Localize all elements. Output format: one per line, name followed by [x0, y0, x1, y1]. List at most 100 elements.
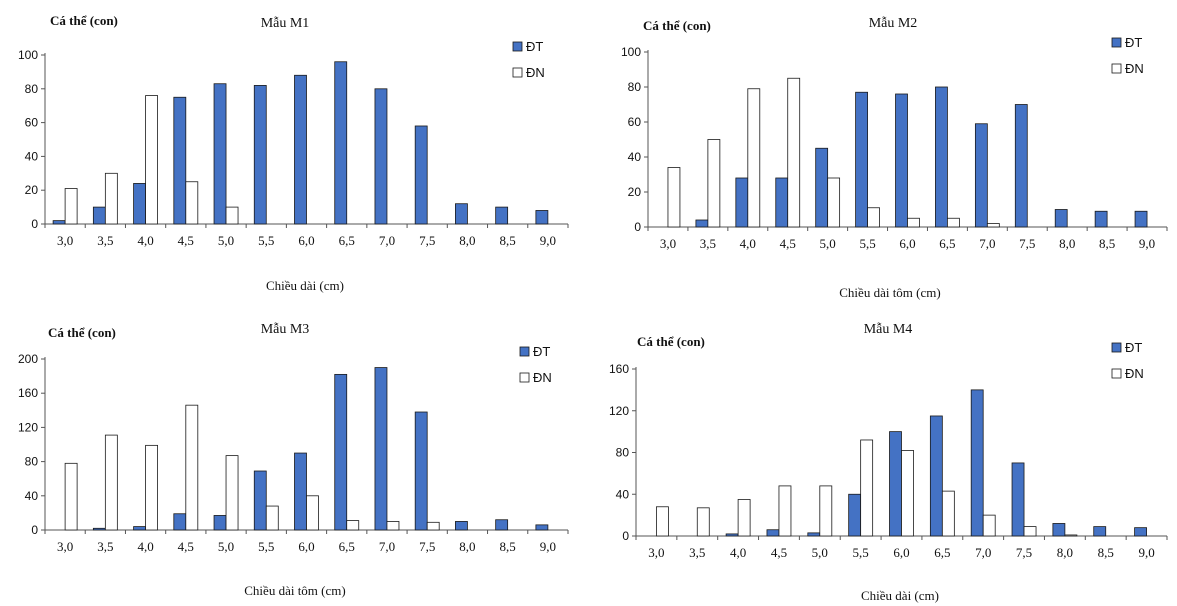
legend-swatch	[1111, 63, 1122, 74]
x-tick-label: 6,5	[939, 236, 955, 251]
x-tick-label: 4,5	[178, 539, 194, 554]
x-tick-label: 5,5	[853, 545, 869, 560]
x-tick-label: 3,5	[97, 233, 113, 248]
y-tick-label: 80	[628, 80, 642, 94]
x-tick-label: 7,5	[1016, 545, 1032, 560]
bar-dn	[656, 506, 669, 537]
bar-dn	[265, 505, 279, 531]
bar-dt	[1093, 526, 1107, 537]
x-tick-label: 8,0	[1059, 236, 1075, 251]
bar-dt	[52, 220, 66, 225]
x-tick-label: 8,0	[459, 539, 475, 554]
x-tick-label: 8,5	[1098, 545, 1114, 560]
bar-dn	[145, 444, 158, 531]
y-tick-label: 80	[25, 455, 39, 469]
bar-dn	[982, 514, 996, 537]
bar-dn	[947, 217, 960, 228]
bar-dt	[848, 493, 862, 537]
chart-title: Mẫu M2	[869, 16, 918, 31]
bar-dn	[306, 495, 319, 531]
bar-dt	[725, 533, 739, 537]
bar-dn	[225, 455, 239, 531]
x-tick-label: 5,5	[859, 236, 875, 251]
bar-dn	[986, 223, 1000, 228]
legend-label: ĐN	[526, 65, 545, 80]
chart-title: Mẫu M4	[864, 322, 913, 337]
y-tick-label: 20	[25, 183, 39, 197]
x-axis-label: Chiều dài (cm)	[266, 278, 344, 293]
x-tick-label: 9,0	[1139, 236, 1155, 251]
x-tick-label: 8,5	[1099, 236, 1115, 251]
bar-dt	[133, 183, 146, 225]
panel-m4: Mẫu M4 Cá thể (con) Chiều dài (cm) 0 40 80…	[609, 322, 1168, 603]
bar-dn	[185, 404, 199, 531]
bar-dt	[1011, 462, 1025, 537]
bar-dt	[935, 86, 948, 228]
legend: ĐT ĐN	[512, 39, 545, 80]
bar-dn	[787, 77, 801, 228]
y-tick-label: 120	[18, 420, 38, 434]
bar-dt	[695, 219, 709, 228]
bar-dn	[819, 485, 833, 537]
bar-dn	[64, 462, 78, 531]
y-tick-label: 60	[628, 115, 642, 129]
y-tick-label: 100	[621, 45, 641, 59]
x-tick-label: 3,0	[648, 545, 664, 560]
x-tick-label: 9,0	[540, 233, 556, 248]
bar-dt	[253, 470, 267, 531]
legend: ĐT ĐN	[1111, 35, 1144, 76]
x-tick-label: 6,5	[339, 233, 355, 248]
bar-dt	[455, 203, 468, 225]
legend-label: ĐN	[1125, 61, 1144, 76]
x-tick-label: 7,5	[419, 539, 435, 554]
bar-dt	[213, 83, 227, 225]
x-tick-label: 3,5	[97, 539, 113, 554]
x-tick-label: 6,0	[893, 545, 909, 560]
bar-dt	[895, 93, 908, 228]
y-tick-label: 0	[31, 523, 38, 537]
y-axis-label: Cá thể (con)	[48, 325, 116, 340]
bar-dn	[426, 521, 440, 531]
x-tick-label: 4,0	[137, 233, 153, 248]
x-tick-label: 7,5	[1019, 236, 1035, 251]
x-tick-label: 7,0	[979, 236, 995, 251]
x-tick-label: 5,0	[812, 545, 828, 560]
bar-dn	[145, 95, 158, 225]
y-axis-label: Cá thể (con)	[50, 13, 118, 28]
bar-dt	[889, 431, 902, 537]
bar-dt	[173, 513, 187, 531]
x-tick-label: 8,0	[1057, 545, 1073, 560]
bar-dt	[253, 85, 267, 225]
x-tick-label: 6,0	[298, 539, 314, 554]
bar-dn	[860, 439, 874, 537]
plot-area: 0 20 40 60 80 100 3,0 3,5 4,0 4,5 5,0 5,5 6,0 6,5 7,0 7…	[621, 35, 1168, 251]
x-axis-label: Chiều dài tôm (cm)	[244, 583, 345, 598]
y-tick-label: 160	[609, 362, 629, 376]
bar-dt	[92, 527, 106, 531]
bar-dn	[185, 181, 199, 225]
bar-dt	[775, 177, 789, 228]
panel-m1: Mẫu M1 Cá thể (con) Chiều dài (cm) 0 20 40…	[18, 13, 569, 293]
bar-dt	[1094, 210, 1108, 228]
bar-dn	[346, 520, 360, 531]
bar-dt	[974, 123, 988, 228]
x-tick-label: 4,0	[740, 236, 756, 251]
bar-dn	[867, 207, 880, 228]
x-tick-label: 3,5	[700, 236, 716, 251]
bar-dt	[929, 415, 943, 537]
x-tick-label: 9,0	[540, 539, 556, 554]
plot-area: 0 40 80 120 160 3,0 3,5 4,0 4,5 5,0 5,5 6,0 6,5 7,0 7,…	[609, 340, 1168, 560]
x-tick-label: 6,5	[339, 539, 355, 554]
bar-dt	[374, 88, 388, 225]
x-tick-label: 4,5	[780, 236, 796, 251]
bar-dt	[1014, 104, 1028, 228]
x-tick-label: 6,0	[298, 233, 314, 248]
bar-dt	[815, 147, 829, 228]
y-axis-label: Cá thể (con)	[643, 18, 711, 33]
y-tick-label: 80	[616, 446, 630, 460]
legend-swatch	[519, 346, 530, 357]
bar-dn	[64, 188, 78, 225]
bar-dt	[1134, 210, 1148, 228]
bar-dn	[104, 434, 118, 531]
